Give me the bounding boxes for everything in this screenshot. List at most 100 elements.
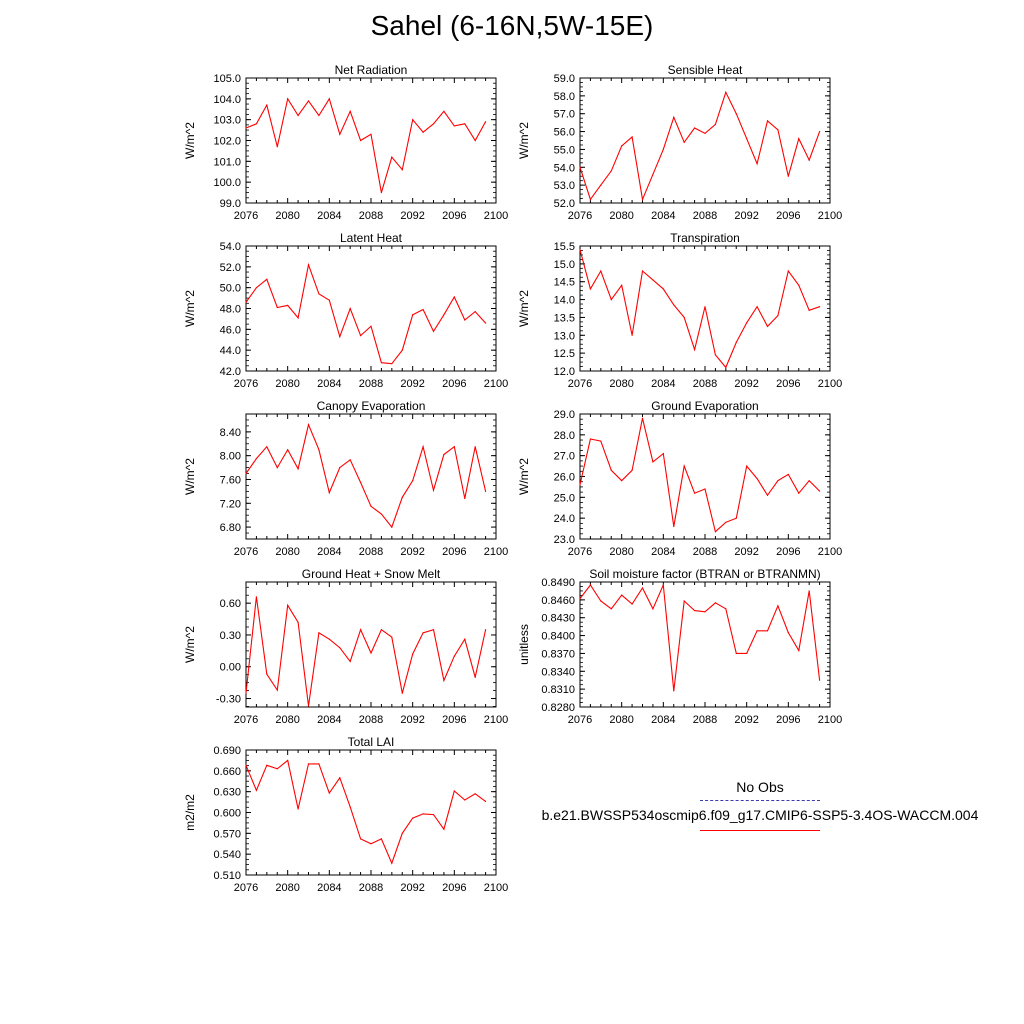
- data-point: [297, 114, 299, 117]
- data-point: [787, 270, 789, 272]
- y-tick-label: 8.00: [220, 451, 241, 463]
- y-tick-label: 0.8430: [541, 613, 575, 625]
- data-point: [245, 764, 247, 766]
- data-point: [422, 813, 424, 815]
- plot-frame: [245, 413, 497, 540]
- data-point: [266, 446, 268, 448]
- data-point: [631, 136, 633, 138]
- data-point: [798, 284, 800, 286]
- data-point: [380, 362, 383, 364]
- data-point: [579, 598, 581, 600]
- data-point: [704, 488, 706, 490]
- data-point: [579, 484, 581, 486]
- data-point: [798, 138, 800, 140]
- data-point: [714, 123, 717, 126]
- x-tick-label: 2076: [568, 714, 592, 726]
- series-line: [245, 97, 487, 193]
- y-tick-label: 26.0: [554, 472, 575, 484]
- data-point: [704, 132, 706, 134]
- data-point: [766, 494, 769, 496]
- data-point: [266, 764, 268, 766]
- y-tick-label: 53.0: [554, 180, 575, 192]
- data-point: [756, 630, 758, 632]
- data-point: [453, 790, 455, 792]
- series-line: [245, 759, 486, 865]
- data-point: [443, 453, 445, 456]
- series-line: [245, 262, 487, 365]
- data-point: [287, 759, 289, 762]
- data-point: [621, 594, 623, 596]
- data-point: [266, 104, 268, 106]
- y-tick-label: 0.510: [213, 870, 241, 882]
- data-point: [328, 98, 330, 100]
- data-point: [255, 596, 258, 598]
- data-point: [453, 296, 455, 298]
- y-axis-label: W/m^2: [517, 290, 531, 327]
- y-tick-label: 104.0: [213, 94, 241, 106]
- y-tick-label: 44.0: [220, 345, 241, 357]
- data-point: [683, 316, 685, 319]
- plot-frame: [579, 77, 831, 204]
- x-tick-label: 2088: [693, 378, 717, 390]
- data-point: [746, 465, 748, 467]
- y-tick-label: 7.60: [220, 474, 241, 486]
- y-tick-label: 50.0: [220, 283, 241, 295]
- y-tick-label: 54.0: [220, 241, 241, 253]
- data-point: [245, 472, 247, 475]
- data-point: [808, 309, 810, 311]
- data-point: [673, 304, 675, 306]
- data-point: [443, 110, 445, 112]
- y-tick-label: 13.5: [554, 312, 575, 324]
- x-tick-label: 2076: [234, 546, 258, 558]
- y-tick-label: 0.570: [213, 828, 241, 840]
- legend-obs-line: [700, 800, 820, 801]
- data-point: [714, 602, 717, 604]
- data-point: [766, 325, 769, 327]
- x-tick-label: 2096: [776, 714, 800, 726]
- panel-title: Sensible Heat: [668, 63, 743, 77]
- data-point: [484, 322, 487, 324]
- x-tick-label: 2088: [359, 882, 383, 894]
- panel-title: Latent Heat: [340, 231, 403, 245]
- y-tick-label: 23.0: [554, 534, 575, 546]
- data-point: [453, 446, 455, 448]
- y-tick-label: 103.0: [213, 115, 241, 127]
- legend-obs-label: No Obs: [736, 779, 784, 795]
- x-tick-label: 2096: [776, 378, 800, 390]
- chart-panel-9: Total LAI m2/m2 2076 2080 2084 2088 2092 2096 21…: [183, 735, 508, 894]
- data-point: [443, 679, 445, 682]
- x-tick-label: 2092: [400, 210, 424, 222]
- data-point: [245, 127, 247, 129]
- y-tick-label: 46.0: [220, 324, 241, 336]
- data-point: [704, 306, 706, 308]
- data-point: [276, 768, 278, 770]
- chart-panel-6: Ground Evaporation W/m^2 2076 2080 2084 2088 2…: [517, 399, 842, 558]
- data-point: [245, 301, 247, 303]
- data-point: [349, 307, 351, 310]
- chart-panel-2: Sensible Heat W/m^2 2076 2080 2084 2088 2092 20…: [517, 63, 842, 222]
- x-tick-label: 2080: [275, 210, 299, 222]
- x-tick-label: 2088: [359, 546, 383, 558]
- x-tick-label: 2100: [484, 714, 508, 726]
- data-point: [683, 465, 685, 467]
- data-point: [777, 129, 779, 131]
- data-point: [579, 248, 581, 251]
- y-tick-label: 58.0: [554, 91, 575, 103]
- x-tick-label: 2080: [275, 714, 299, 726]
- x-tick-label: 2100: [484, 882, 508, 894]
- data-point: [610, 170, 612, 172]
- data-point: [432, 123, 435, 125]
- data-point: [818, 490, 821, 492]
- y-tick-label: 52.0: [554, 198, 575, 210]
- y-tick-label: 0.660: [213, 766, 241, 778]
- data-point: [589, 198, 592, 201]
- x-tick-label: 2100: [818, 378, 842, 390]
- data-point: [474, 139, 476, 142]
- x-tick-label: 2080: [609, 210, 633, 222]
- data-point: [662, 452, 664, 455]
- data-point: [735, 517, 737, 519]
- data-point: [589, 584, 592, 586]
- y-tick-label: 42.0: [220, 366, 241, 378]
- data-point: [391, 862, 393, 864]
- x-tick-label: 2076: [234, 378, 258, 390]
